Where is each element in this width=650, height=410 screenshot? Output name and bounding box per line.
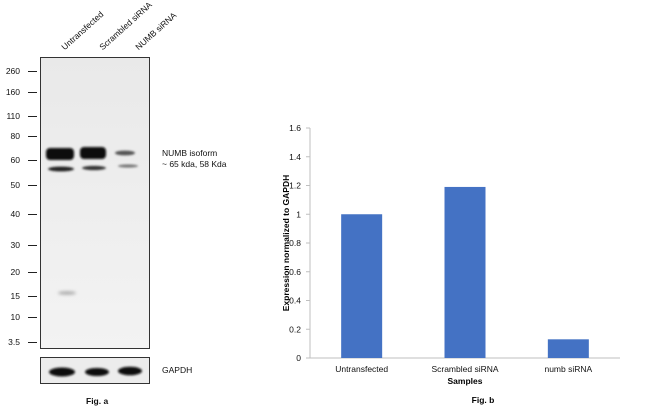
- mw-marker-160: 160: [5, 87, 20, 97]
- bar-untransfected: [341, 214, 383, 358]
- x-tick-label: Untransfected: [335, 364, 388, 374]
- band-gapdh-scrambled: [85, 368, 109, 376]
- mw-marker-40: 40: [10, 209, 20, 219]
- mw-tick: [28, 71, 37, 72]
- y-tick-label: 1.4: [289, 152, 301, 162]
- y-tick-label: 0.6: [289, 267, 301, 277]
- mw-marker-50: 50: [10, 180, 20, 190]
- gapdh-strip: [40, 357, 150, 384]
- band-58kda-numb-sirna: [118, 164, 138, 168]
- numb-isoform-annotation: NUMB isoform ~ 65 kda, 58 Kda: [162, 148, 227, 170]
- mw-marker-60: 60: [10, 155, 20, 165]
- x-tick-label: numb siRNA: [544, 364, 592, 374]
- y-axis-ticks: 0 0.2 0.4 0.6 0.8 1 1.2 1.4 1.6: [289, 123, 310, 363]
- annotation-line-2: ~ 65 kda, 58 Kda: [162, 159, 227, 169]
- x-axis-label: Samples: [448, 376, 483, 386]
- mw-tick: [28, 317, 37, 318]
- band-65kda-numb-sirna: [115, 150, 135, 156]
- mw-tick: [28, 272, 37, 273]
- annotation-line-1: NUMB isoform: [162, 148, 218, 158]
- band-gapdh-untransfected: [49, 367, 75, 377]
- y-tick-label: 0.8: [289, 238, 301, 248]
- mw-marker-110: 110: [6, 111, 20, 121]
- band-65kda-untransfected: [46, 148, 74, 160]
- mw-marker-260: 260: [5, 66, 20, 76]
- x-tick-label: Scrambled siRNA: [431, 364, 498, 374]
- mw-tick: [28, 185, 37, 186]
- bar-numb-sirna: [547, 339, 589, 358]
- gapdh-label: GAPDH: [162, 365, 193, 375]
- fig-b-label: Fig. b: [472, 395, 495, 405]
- band-faint-15kda: [58, 291, 76, 295]
- band-65kda-scrambled: [80, 147, 106, 159]
- y-tick-label: 0: [296, 353, 301, 363]
- mw-marker-80: 80: [10, 131, 20, 141]
- mw-tick: [28, 116, 37, 117]
- bar-series: [341, 186, 589, 358]
- mw-marker-3-5: 3.5: [8, 337, 20, 347]
- mw-marker-30: 30: [10, 240, 20, 250]
- band-58kda-untransfected: [48, 166, 74, 172]
- band-gapdh-numb-sirna: [118, 366, 142, 376]
- y-axis-label: Expression normalized to GAPDH: [281, 175, 291, 312]
- y-tick-label: 0.4: [289, 296, 301, 306]
- y-tick-label: 0.2: [289, 324, 301, 334]
- blot-membrane: [40, 57, 150, 349]
- mw-tick: [28, 342, 37, 343]
- mw-marker-15: 15: [10, 291, 20, 301]
- mw-tick: [28, 245, 37, 246]
- mw-tick: [28, 136, 37, 137]
- x-axis-categories: Untransfected Scrambled siRNA numb siRNA: [335, 364, 592, 374]
- y-tick-label: 1.6: [289, 123, 301, 133]
- bar-scrambled-sirna: [444, 186, 486, 358]
- mw-tick: [28, 160, 37, 161]
- band-58kda-scrambled: [82, 165, 106, 171]
- mw-marker-10: 10: [10, 312, 20, 322]
- mw-tick: [28, 214, 37, 215]
- fig-a-label: Fig. a: [86, 396, 109, 406]
- y-tick-label: 1: [296, 209, 301, 219]
- mw-tick: [28, 92, 37, 93]
- y-tick-label: 1.2: [289, 181, 301, 191]
- mw-tick: [28, 296, 37, 297]
- mw-marker-20: 20: [10, 267, 20, 277]
